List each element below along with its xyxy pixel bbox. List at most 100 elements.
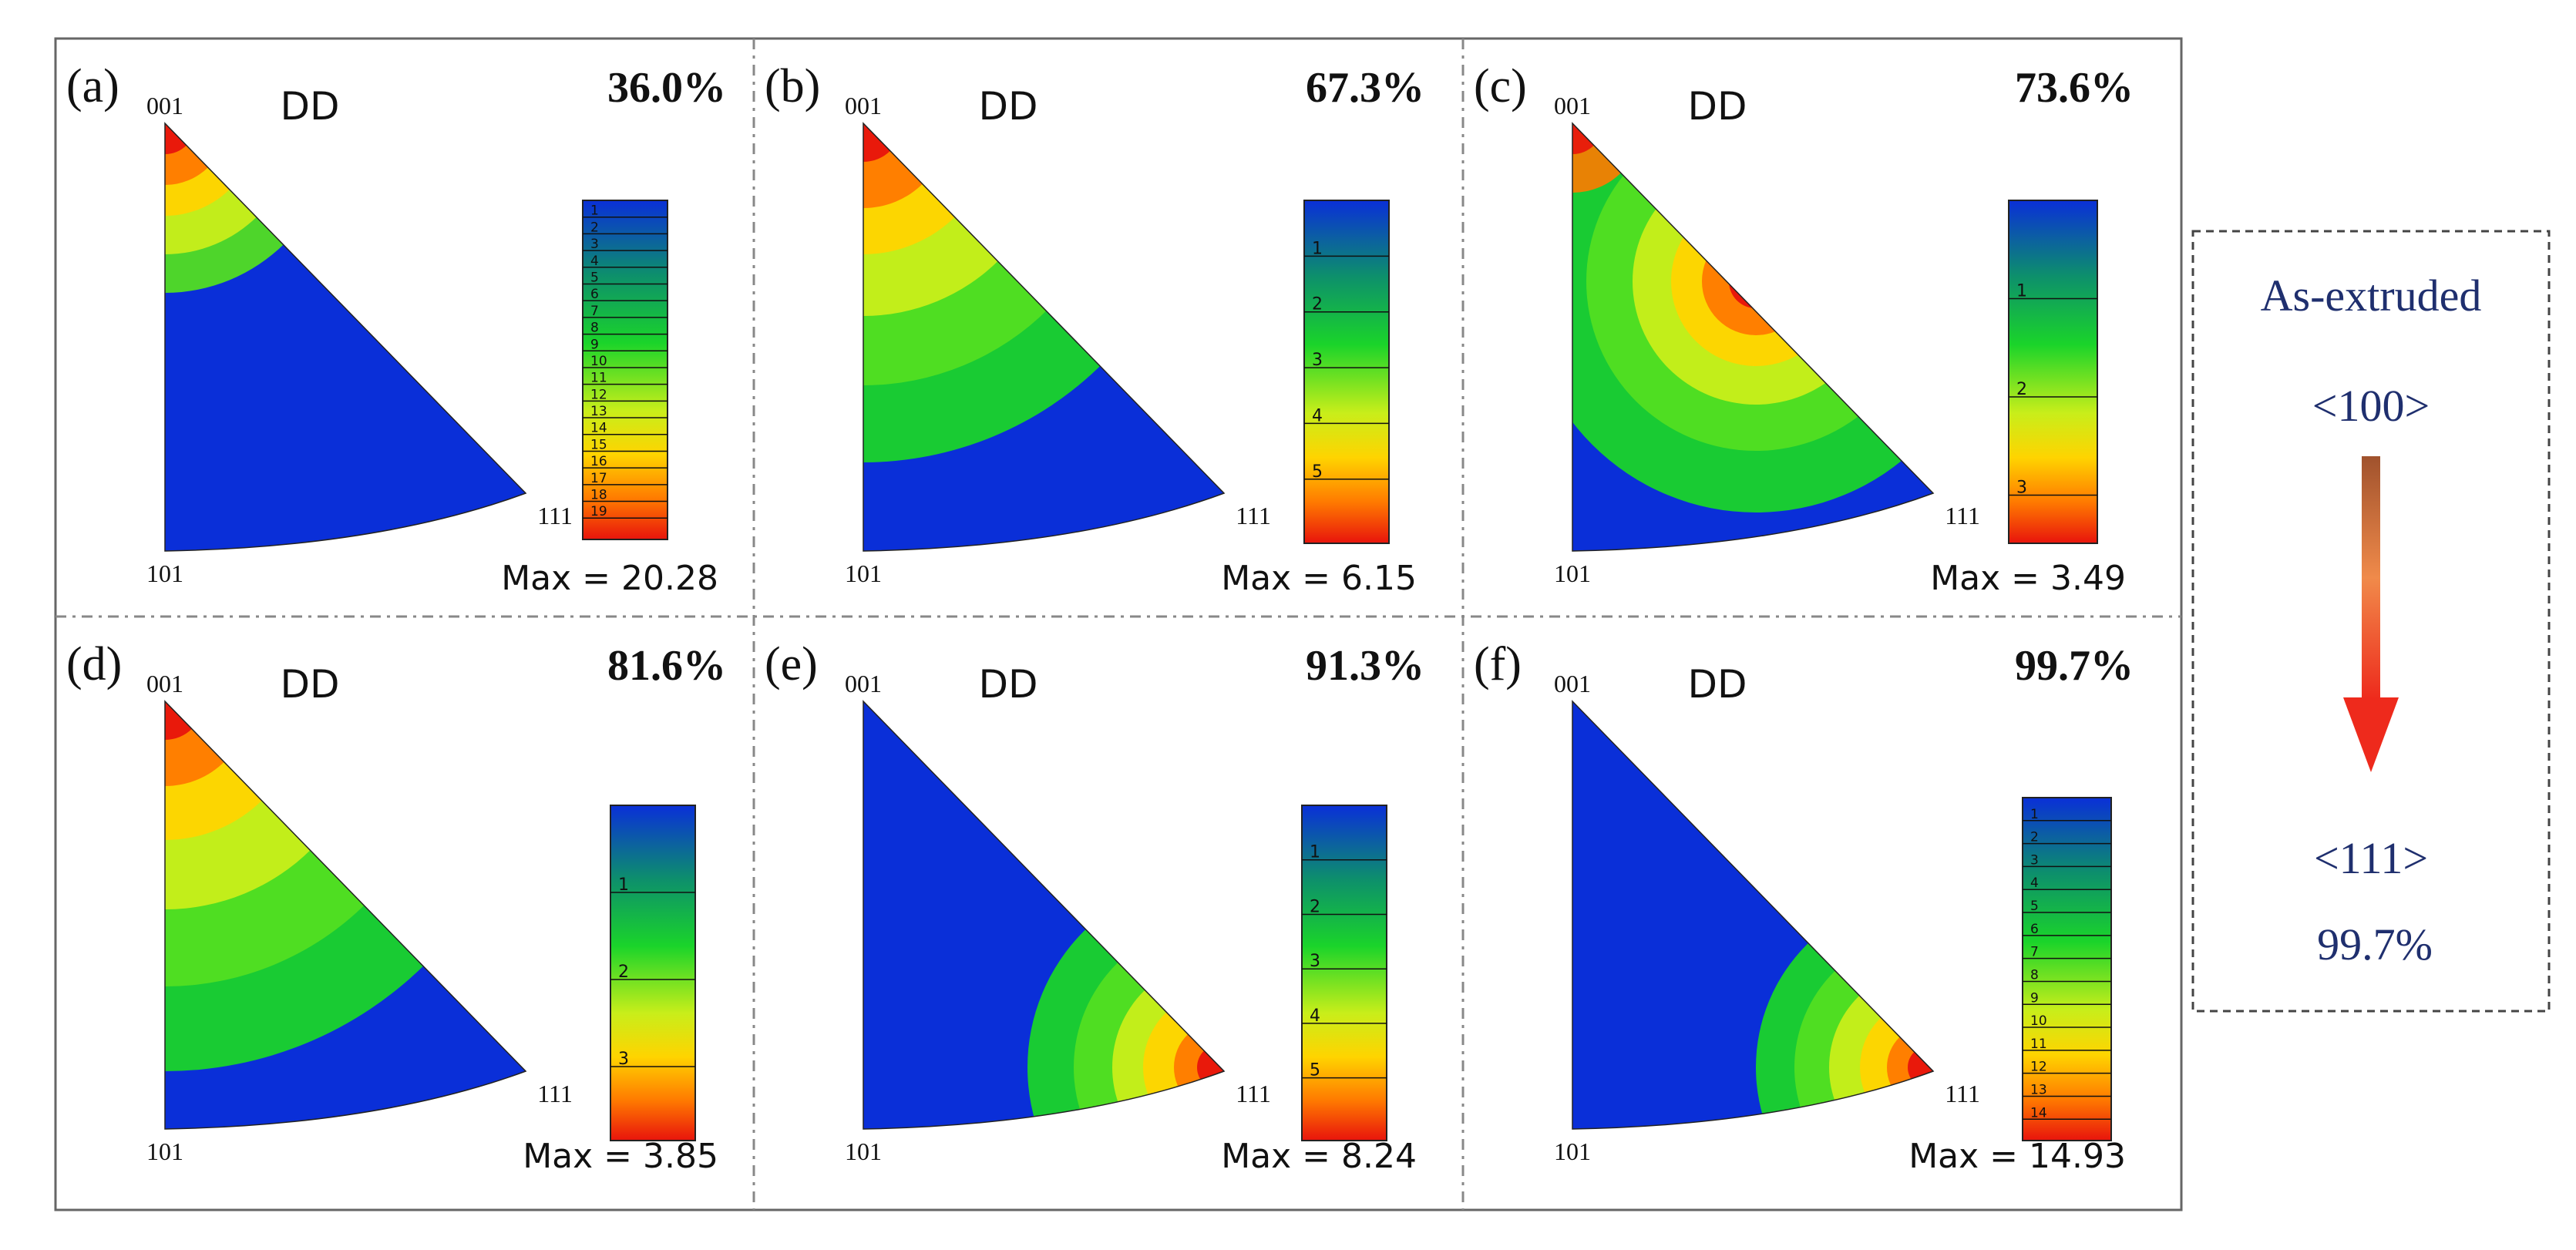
colorbar: 1 2 3 (610, 805, 696, 1141)
max-value-label: Max = 14.93 (1908, 1137, 2126, 1176)
pole-111-label: 111 (1945, 502, 1980, 529)
intensity-contour (1702, 227, 1810, 335)
pole-001-label: 001 (845, 92, 882, 119)
percent-label: 73.6% (2015, 64, 2134, 112)
colorbar-tick-label: 4 (1310, 1006, 1320, 1026)
legend-value: 99.7% (2317, 919, 2433, 969)
colorbar-tick-label: 7 (2030, 945, 2039, 960)
colorbar-tick-label: 18 (590, 488, 607, 503)
colorbar-tick-label: 2 (2016, 380, 2027, 399)
colorbar-tick-label: 19 (590, 504, 607, 519)
colorbar-tick-label: 3 (1312, 351, 1323, 370)
max-value-label: Max = 6.15 (1221, 559, 1417, 598)
colorbar-tick-label: 16 (590, 454, 607, 469)
triangle-outline (1572, 700, 1935, 1130)
pole-001-label: 001 (146, 92, 183, 119)
pole-111-label: 111 (537, 502, 573, 529)
pole-111-label: 111 (1236, 1080, 1271, 1107)
colorbar-tick-label: 10 (590, 354, 607, 369)
colorbar-tick-label: 14 (590, 421, 607, 436)
colorbar-tick-label: 2 (1310, 897, 1320, 916)
intensity-contour (1633, 158, 1879, 405)
colorbar-tick-label: 7 (590, 304, 599, 319)
direction-label: DD (280, 84, 339, 129)
colorbar-tick-label: 4 (1312, 406, 1323, 425)
colorbar-tick-label: 1 (1312, 239, 1323, 258)
pole-001-label: 001 (146, 670, 183, 697)
colorbar-tick-label: 1 (618, 875, 629, 895)
legend-frame (2191, 230, 2551, 1013)
legend-title: As-extruded (2261, 270, 2482, 321)
colorbar: 1 2 3 4 5 (1303, 200, 1390, 544)
colorbar-tick-label: 5 (1310, 1061, 1320, 1080)
colorbar-tick-label: 3 (2016, 479, 2027, 498)
colorbar-tick-label: 6 (2030, 922, 2039, 937)
percent-label: 99.7% (2015, 642, 2134, 690)
pole-111-label: 111 (537, 1080, 573, 1107)
colorbar-tick-label: 5 (1312, 462, 1323, 482)
percent-label: 81.6% (607, 642, 726, 690)
colorbar-tick-label: 5 (2030, 899, 2039, 914)
colorbar-tick-label: 3 (2030, 852, 2039, 868)
ipf-panel: (c) DD 73.6% 001 101 111 Max = 3.49 1 2 3 (1474, 60, 2134, 598)
triangle-outline (1572, 122, 1935, 552)
intensity-contour (1671, 197, 1841, 366)
colorbar-tick-label: 14 (2030, 1105, 2047, 1121)
triangle-outline (863, 122, 1226, 552)
pole-001-label: 001 (845, 670, 882, 697)
colorbar-tick-label: 9 (590, 337, 599, 352)
colorbar-tick-label: 12 (590, 387, 607, 402)
intensity-contour (1729, 254, 1783, 308)
colorbar-tick-label: 13 (2030, 1082, 2047, 1097)
direction-label: DD (1687, 84, 1747, 129)
pole-111-label: 111 (1236, 502, 1271, 529)
colorbar-tick-label: 4 (590, 254, 599, 269)
direction-label: DD (978, 662, 1037, 707)
pole-101-label: 101 (1554, 559, 1591, 587)
colorbar-tick-label: 17 (590, 471, 607, 486)
max-value-label: Max = 20.28 (501, 559, 718, 598)
percent-label: 36.0% (607, 64, 726, 112)
legend-arrow-head (2343, 697, 2399, 772)
panel-letter: (c) (1474, 60, 1527, 113)
panel-letter: (a) (66, 60, 119, 113)
direction-label: DD (978, 84, 1037, 129)
ipf-panel: (e) DD 91.3% 001 101 111 Max = 8.24 1 2 3 4 5 (765, 638, 1424, 1176)
triangle-outline (863, 700, 1226, 1130)
panel-letter: (b) (765, 60, 820, 113)
triangle-outline (164, 122, 527, 552)
panel-letter: (f) (1474, 638, 1522, 691)
colorbar-tick-label: 3 (618, 1050, 629, 1069)
colorbar-tick-label: 8 (590, 321, 599, 336)
percent-label: 91.3% (1306, 642, 1424, 690)
panel-letter: (d) (66, 638, 122, 691)
max-value-label: Max = 3.49 (1930, 559, 2126, 598)
colorbar-tick-label: 2 (618, 963, 629, 982)
direction-label: DD (280, 662, 339, 707)
legend-to: <111> (2314, 833, 2428, 883)
colorbar-tick-label: 2 (1312, 295, 1323, 314)
colorbar-tick-label: 8 (2030, 967, 2039, 983)
colorbar-tick-label: 4 (2030, 875, 2039, 891)
colorbar-tick-label: 11 (590, 371, 607, 386)
colorbar: 1 2 3 4 5 (1301, 805, 1387, 1141)
percent-label: 67.3% (1306, 64, 1424, 112)
pole-101-label: 101 (1554, 1137, 1591, 1165)
pole-101-label: 101 (845, 1137, 882, 1165)
pole-111-label: 111 (1945, 1080, 1980, 1107)
triangle-outline (164, 700, 527, 1130)
direction-label: DD (1687, 662, 1747, 707)
colorbar-tick-label: 3 (590, 237, 599, 252)
colorbar-tick-label: 6 (590, 287, 599, 302)
legend-box: As-extruded <100> <111> 99.7% (2191, 230, 2551, 1013)
colorbar-tick-label: 2 (590, 220, 599, 235)
colorbar: 1 2 3 (2008, 200, 2098, 544)
colorbar-tick-label: 1 (2016, 282, 2027, 301)
pole-101-label: 101 (845, 559, 882, 587)
colorbar-tick-label: 15 (590, 437, 607, 452)
